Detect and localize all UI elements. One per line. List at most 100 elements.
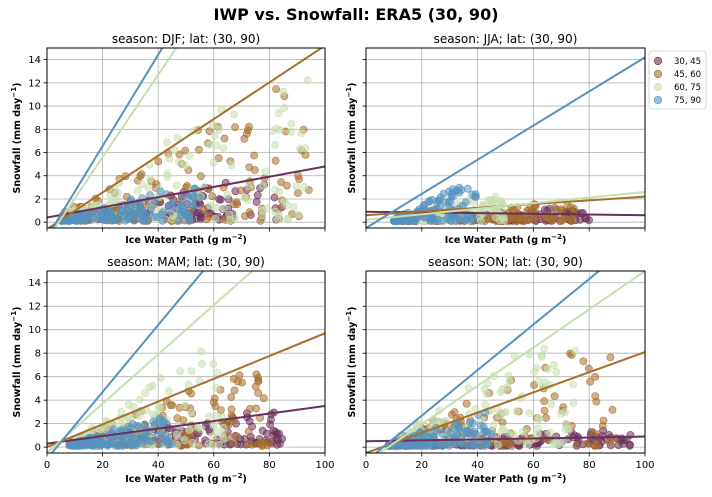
point-60-75 bbox=[187, 367, 196, 375]
y-tick-label: 0 bbox=[35, 443, 41, 454]
point-60-75 bbox=[280, 197, 289, 206]
point-60-75 bbox=[154, 402, 163, 410]
point-75-90 bbox=[135, 423, 143, 432]
y-tick-label: 10 bbox=[28, 325, 41, 336]
fit-lines bbox=[366, 56, 645, 228]
point-60-75 bbox=[164, 387, 173, 395]
panel-2: season: JJA; lat: (30, 90) Ice Water Path… bbox=[345, 32, 646, 246]
panel-title: season: SON; lat: (30, 90) bbox=[428, 255, 583, 269]
point-60-75 bbox=[300, 183, 309, 191]
point-60-75 bbox=[571, 346, 579, 355]
point-75-90 bbox=[162, 437, 171, 446]
point-30-45 bbox=[267, 415, 275, 424]
point-60-75 bbox=[543, 365, 552, 374]
point-45-60 bbox=[605, 438, 614, 447]
legend-label: 60, 75 bbox=[674, 83, 701, 93]
point-60-75 bbox=[205, 412, 214, 421]
point-75-90 bbox=[468, 190, 477, 199]
point-45-60 bbox=[551, 203, 559, 212]
point-45-60 bbox=[233, 200, 241, 209]
point-60-75 bbox=[469, 199, 478, 208]
point-60-75 bbox=[162, 138, 171, 147]
point-75-90 bbox=[469, 419, 477, 428]
y-tick-label: 14 bbox=[28, 278, 41, 289]
point-60-75 bbox=[197, 347, 206, 356]
x-tick-label: 20 bbox=[415, 460, 428, 471]
point-60-75 bbox=[283, 214, 292, 223]
point-45-60 bbox=[187, 389, 196, 398]
point-75-90 bbox=[104, 439, 113, 448]
point-60-75 bbox=[181, 161, 189, 169]
point-60-75 bbox=[530, 367, 538, 376]
point-60-75 bbox=[219, 204, 228, 213]
panel-3: 0 20 40 60 80 100 0 2 4 6 8 10 12 14 season: MAM; lat:… bbox=[10, 255, 335, 485]
point-45-60 bbox=[282, 181, 291, 190]
point-75-90 bbox=[174, 216, 183, 225]
x-tick-label: 80 bbox=[263, 460, 276, 471]
point-45-60 bbox=[530, 208, 539, 217]
point-75-90 bbox=[463, 429, 472, 437]
point-45-60 bbox=[202, 215, 211, 224]
point-45-60 bbox=[271, 156, 280, 165]
point-45-60 bbox=[154, 157, 163, 166]
point-60-75 bbox=[172, 430, 181, 439]
point-45-60 bbox=[194, 441, 203, 450]
point-45-60 bbox=[173, 414, 182, 423]
panel-1: 0 2 4 6 8 10 12 14 season: DJF; lat: (30, 90) Ice… bbox=[10, 32, 326, 246]
point-60-75 bbox=[223, 191, 232, 199]
fit-line-60-75 bbox=[47, 271, 254, 453]
point-60-75 bbox=[244, 182, 253, 191]
point-60-75 bbox=[218, 430, 227, 438]
point-75-90 bbox=[165, 201, 174, 210]
point-75-90 bbox=[113, 434, 122, 443]
point-45-60 bbox=[450, 408, 459, 417]
point-60-75 bbox=[212, 412, 221, 420]
fit-line-30-45 bbox=[366, 435, 645, 443]
point-60-75 bbox=[271, 185, 280, 194]
x-tick-label: 100 bbox=[315, 460, 334, 471]
y-tick-label: 2 bbox=[35, 419, 41, 430]
point-60-75 bbox=[275, 211, 283, 220]
point-60-75 bbox=[186, 408, 195, 417]
y-tick-label: 10 bbox=[28, 102, 41, 113]
panel-title: season: MAM; lat: (30, 90) bbox=[107, 255, 265, 269]
legend-marker bbox=[653, 56, 663, 66]
fit-line-45-60 bbox=[47, 48, 324, 228]
point-60-75 bbox=[188, 438, 197, 447]
x-tick-label: 40 bbox=[152, 460, 165, 471]
point-45-60 bbox=[227, 393, 236, 401]
point-45-60 bbox=[220, 134, 229, 143]
point-60-75 bbox=[496, 388, 505, 397]
point-45-60 bbox=[586, 377, 594, 386]
point-60-75 bbox=[181, 401, 189, 410]
point-45-60 bbox=[567, 217, 576, 225]
fit-line-45-60 bbox=[366, 351, 645, 453]
point-60-75 bbox=[569, 380, 577, 389]
point-60-75 bbox=[215, 125, 224, 134]
point-60-75 bbox=[156, 373, 165, 382]
point-60-75 bbox=[481, 400, 490, 409]
point-45-60 bbox=[579, 357, 588, 366]
point-60-75 bbox=[198, 359, 206, 368]
point-75-90 bbox=[435, 196, 444, 205]
point-60-75 bbox=[226, 215, 235, 224]
point-45-60 bbox=[252, 404, 260, 413]
point-75-90 bbox=[482, 427, 490, 436]
point-60-75 bbox=[509, 430, 518, 439]
point-75-90 bbox=[463, 439, 472, 448]
panel-4: 0 20 40 60 80 100 season: SON; lat: (30, 90) Ic… bbox=[345, 255, 655, 485]
point-60-75 bbox=[287, 119, 296, 128]
point-60-75 bbox=[243, 196, 252, 205]
y-axis-label: Snowfall (mm day−1) bbox=[345, 83, 358, 194]
point-60-75 bbox=[148, 381, 157, 390]
point-45-60 bbox=[227, 405, 236, 414]
point-45-60 bbox=[583, 439, 591, 448]
point-75-90 bbox=[432, 441, 441, 450]
point-75-90 bbox=[149, 213, 158, 221]
y-axis-label: Snowfall (mm day−1) bbox=[10, 83, 23, 194]
y-axis-label: Snowfall (mm day−1) bbox=[10, 307, 23, 418]
y-axis-label: Snowfall (mm day−1) bbox=[345, 307, 358, 418]
point-45-60 bbox=[272, 85, 280, 93]
point-75-90 bbox=[420, 200, 429, 209]
point-60-75 bbox=[569, 398, 578, 407]
